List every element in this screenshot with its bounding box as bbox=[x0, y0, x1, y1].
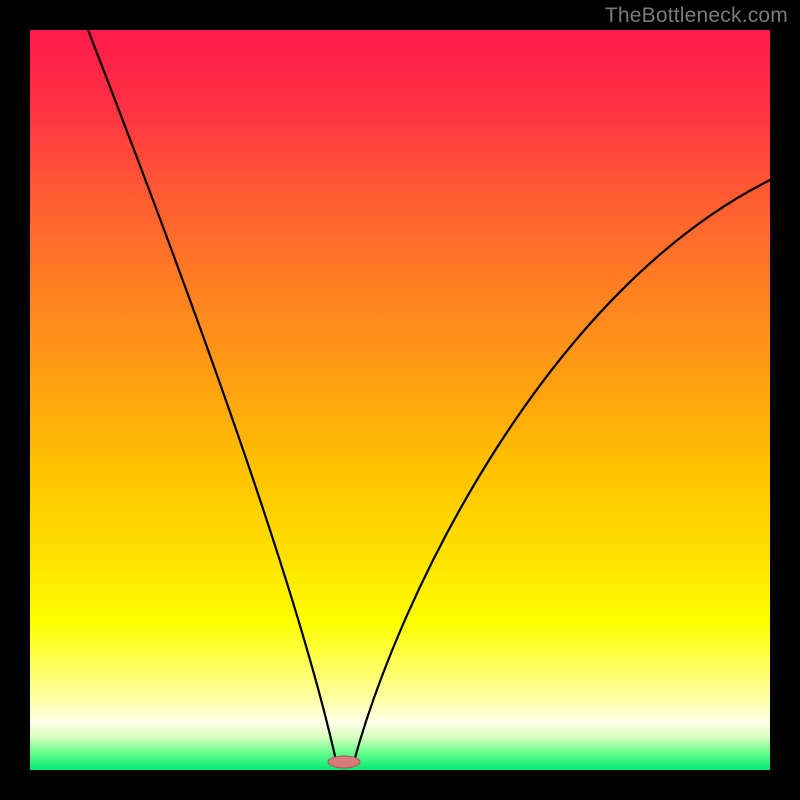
chart-plot-area bbox=[30, 30, 770, 770]
gradient-background bbox=[30, 30, 770, 770]
minimum-marker bbox=[328, 756, 360, 768]
watermark-text: TheBottleneck.com bbox=[605, 4, 788, 28]
chart-svg bbox=[30, 30, 770, 770]
